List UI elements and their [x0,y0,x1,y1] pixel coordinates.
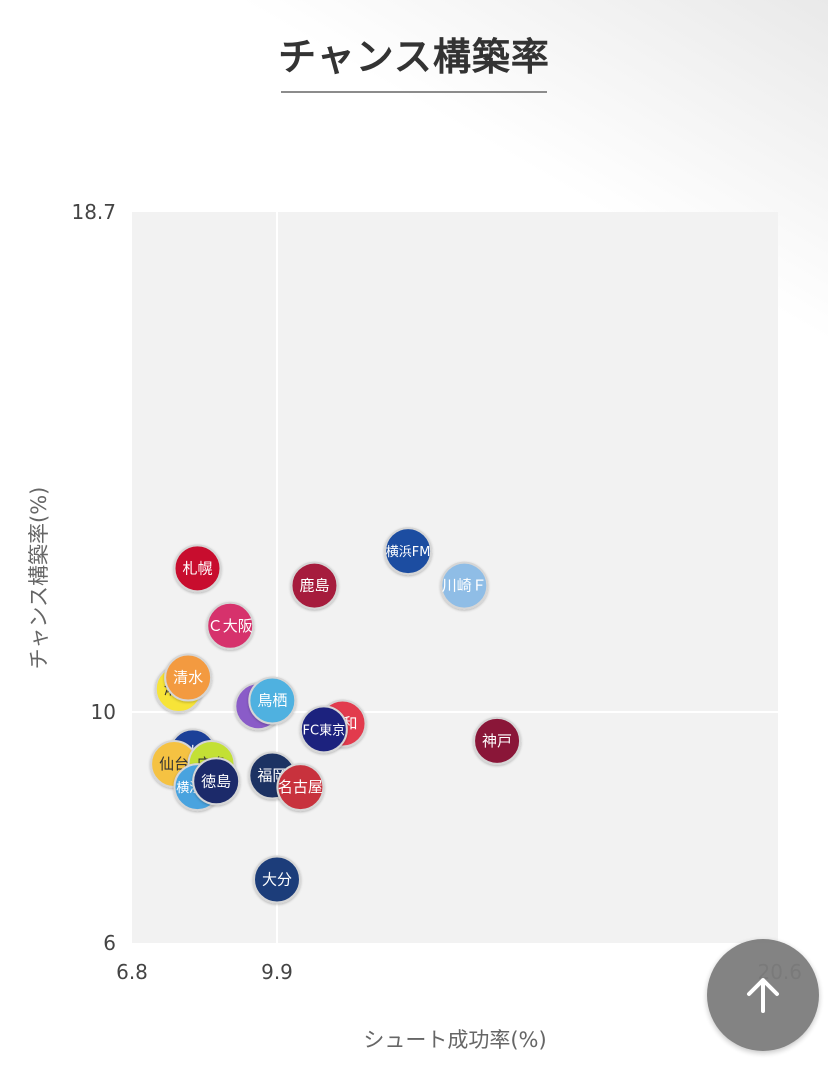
team-label: FC東京 [303,722,346,738]
team-marker[interactable] [206,601,255,650]
team-label: 名古屋 [278,778,323,796]
team-point[interactable]: 川崎Ｆ [440,561,489,610]
team-marker[interactable] [290,561,339,610]
team-marker[interactable] [276,763,325,812]
team-point[interactable]: FC東京 [299,705,348,754]
team-label: Ｃ大阪 [208,617,253,635]
y-axis-label: チャンス構築率(%) [27,486,51,670]
y-tick-label: 18.7 [71,200,116,224]
x-tick-label: 9.9 [261,960,293,984]
title-underline [281,91,547,93]
team-marker[interactable] [173,544,222,593]
team-marker[interactable] [192,757,241,806]
team-marker[interactable] [164,653,213,702]
team-label: 清水 [173,669,203,687]
scroll-to-top-button[interactable] [707,939,819,1051]
team-point[interactable]: 大分 [253,855,301,904]
team-point[interactable]: 横浜FM [384,527,433,576]
team-point[interactable]: 名古屋 [276,763,325,812]
team-marker[interactable] [384,527,433,576]
team-point[interactable]: 徳島 [192,757,241,806]
team-point[interactable]: 清水 [164,653,213,702]
team-label: 徳島 [201,772,231,790]
team-marker[interactable] [299,705,348,754]
y-tick-label: 6 [103,931,116,955]
team-label: 鹿島 [299,577,329,595]
team-point[interactable]: 神戸 [473,716,522,765]
team-label: 川崎Ｆ [442,577,487,595]
team-label: 横浜FM [386,545,431,560]
team-label: 仙台 [159,755,189,773]
team-point[interactable]: Ｃ大阪 [206,601,255,650]
team-label: 神戸 [482,732,512,750]
team-marker[interactable] [248,676,297,725]
team-marker[interactable] [440,561,489,610]
arrow-up-icon [747,978,779,1013]
team-label: 札幌 [182,559,212,577]
y-tick-label: 10 [91,700,116,724]
page-title: チャンス構築率 [278,35,550,79]
team-marker[interactable] [473,716,522,765]
x-tick-label: 6.8 [116,960,148,984]
team-label: 大分 [262,870,292,888]
team-label: 鳥栖 [257,692,287,710]
team-point[interactable]: 鳥栖 [248,676,297,725]
team-point[interactable]: 札幌 [173,544,222,593]
x-axis-label: シュート成功率(%) [363,1028,547,1052]
team-marker[interactable] [253,855,301,904]
team-point[interactable]: 鹿島 [290,561,339,610]
